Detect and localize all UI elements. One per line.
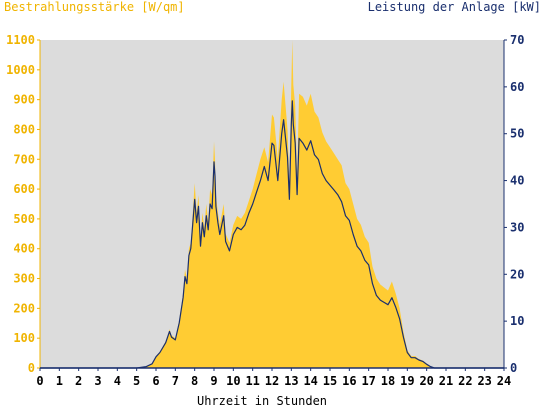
left-tick-label: 0 [28, 361, 35, 375]
x-tick-label: 18 [381, 374, 395, 388]
x-tick-label: 10 [226, 374, 240, 388]
power-line-layer [40, 100, 504, 369]
x-tick-label: 13 [284, 374, 298, 388]
right-tick-label: 0 [510, 361, 517, 375]
x-tick-label: 11 [245, 374, 259, 388]
x-tick-label: 1 [56, 374, 63, 388]
left-axis-title: Bestrahlungsstärke [W/qm] [4, 0, 185, 14]
x-axis-title: Uhrzeit in Stunden [197, 394, 327, 408]
x-tick-label: 17 [361, 374, 375, 388]
right-tick-label: 20 [510, 267, 524, 281]
left-tick-label: 300 [13, 272, 35, 286]
left-tick-label: 600 [13, 182, 35, 196]
x-tick-label: 0 [36, 374, 43, 388]
x-tick-label: 12 [265, 374, 279, 388]
x-tick-label: 6 [152, 374, 159, 388]
right-tick-label: 50 [510, 127, 524, 141]
left-tick-label: 900 [13, 93, 35, 107]
axes-layer [37, 39, 507, 371]
irradiance-area-layer [40, 40, 504, 368]
right-tick-label: 30 [510, 220, 524, 234]
irradiance-area [40, 40, 504, 368]
x-tick-label: 16 [342, 374, 356, 388]
left-tick-label: 500 [13, 212, 35, 226]
left-tick-label: 800 [13, 122, 35, 136]
x-tick-label: 21 [439, 374, 453, 388]
x-tick-label: 23 [477, 374, 491, 388]
x-tick-label: 24 [497, 374, 511, 388]
right-tick-label: 70 [510, 33, 524, 47]
x-tick-label: 3 [94, 374, 101, 388]
x-tick-label: 4 [114, 374, 121, 388]
x-tick-label: 5 [133, 374, 140, 388]
x-tick-label: 2 [75, 374, 82, 388]
right-axis-title: Leistung der Anlage [kW] [368, 0, 541, 14]
x-tick-label: 19 [400, 374, 414, 388]
x-tick-label: 14 [303, 374, 317, 388]
x-tick-label: 7 [172, 374, 179, 388]
tick-labels-layer: 0100200300400500600700800900100011000102… [6, 33, 524, 388]
x-tick-label: 15 [323, 374, 337, 388]
right-tick-label: 40 [510, 174, 524, 188]
left-tick-label: 400 [13, 242, 35, 256]
right-tick-label: 60 [510, 80, 524, 94]
x-tick-label: 9 [210, 374, 217, 388]
left-tick-label: 700 [13, 152, 35, 166]
x-tick-label: 20 [419, 374, 433, 388]
left-tick-label: 1100 [6, 33, 35, 47]
x-tick-label: 8 [191, 374, 198, 388]
left-tick-label: 200 [13, 301, 35, 315]
right-tick-label: 10 [510, 314, 524, 328]
power-line [40, 100, 504, 369]
left-tick-label: 100 [13, 331, 35, 345]
left-tick-label: 1000 [6, 63, 35, 77]
x-tick-label: 22 [458, 374, 472, 388]
